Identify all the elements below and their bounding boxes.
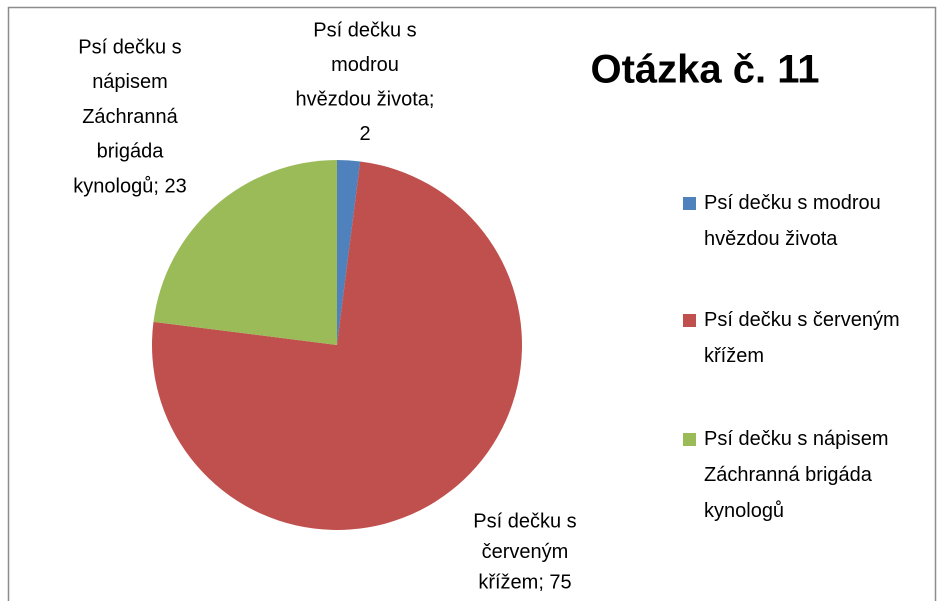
- data-label: Psí dečku s: [78, 36, 181, 58]
- chart-title: Otázka č. 11: [590, 48, 819, 92]
- data-label: nápisem: [92, 71, 168, 93]
- pie-slice: [152, 161, 523, 530]
- legend-swatch: [683, 314, 696, 327]
- legend-label: Psí dečku s červeným křížem: [704, 309, 900, 367]
- legend-swatch: [683, 197, 696, 210]
- legend-swatch: [683, 433, 696, 446]
- legend-label: Psí dečku s nápisem Záchranná brigáda ky…: [704, 428, 889, 522]
- data-label: Záchranná: [82, 106, 178, 128]
- data-label: červeným: [482, 541, 569, 563]
- legend-item: Psí dečku s červeným křížem: [683, 306, 928, 374]
- pie-slice: [337, 160, 361, 345]
- data-label: křížem; 75: [478, 571, 571, 593]
- data-label: modrou: [331, 54, 399, 76]
- data-label: 2: [359, 123, 370, 145]
- legend-item: Psí dečku s nápisem Záchranná brigáda ky…: [683, 425, 928, 529]
- data-label: Psí dečku s: [313, 19, 416, 41]
- legend-label: Psí dečku s modrou hvězdou života: [704, 192, 881, 250]
- data-label: Psí dečku s: [473, 510, 576, 532]
- pie-slice: [153, 160, 337, 345]
- data-label: brigáda: [97, 141, 165, 163]
- data-label: hvězdou života;: [296, 88, 435, 110]
- data-label: kynologů; 23: [73, 175, 186, 197]
- legend-item: Psí dečku s modrou hvězdou života: [683, 189, 928, 257]
